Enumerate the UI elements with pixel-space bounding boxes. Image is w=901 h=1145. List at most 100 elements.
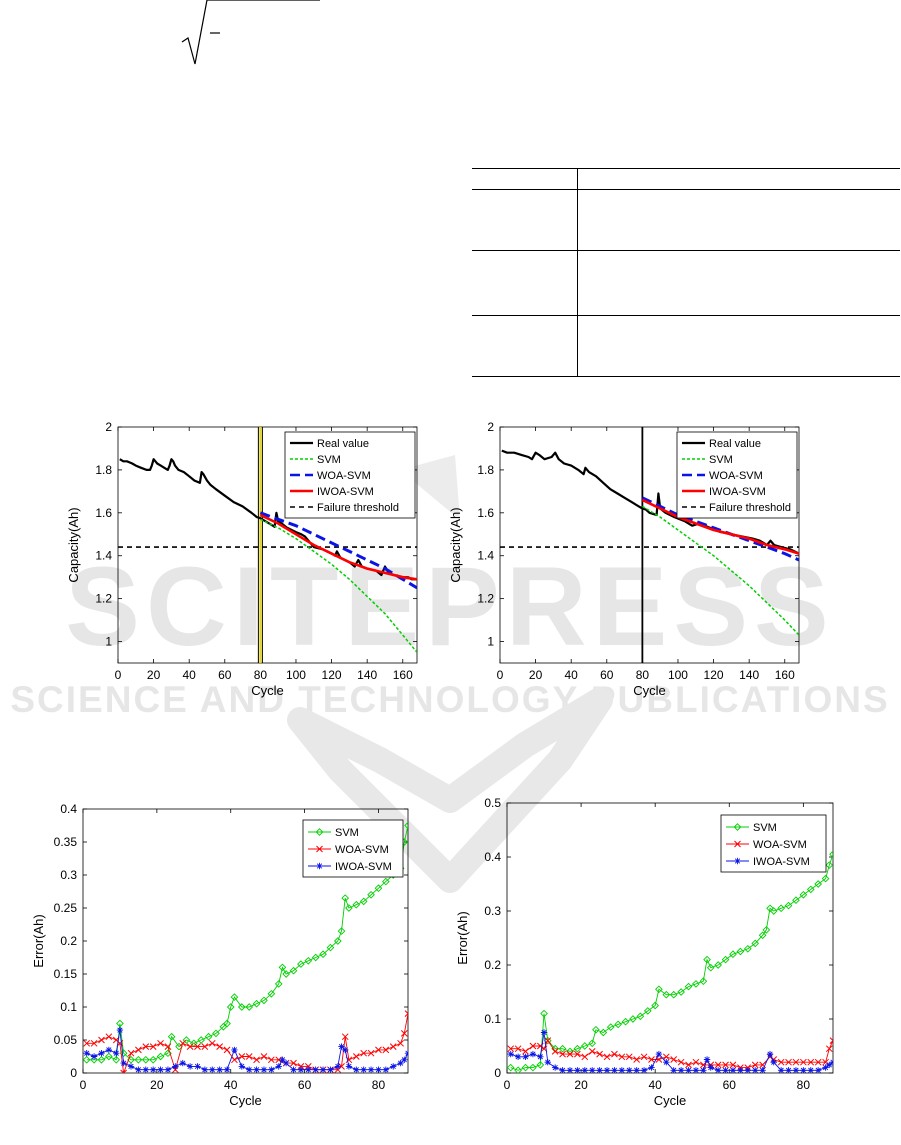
data-point [352,900,361,909]
data-point [157,1039,164,1047]
data-point [800,1067,807,1073]
data-point [157,1066,164,1073]
x-tick-label: 80 [372,1078,386,1092]
data-point [618,1067,626,1073]
data-point [574,1050,581,1058]
data-point [507,1063,515,1072]
data-point [751,1061,759,1069]
y-tick-label: 1.4 [477,549,494,563]
y-tick-label: 2 [105,420,112,434]
x-tick-label: 160 [775,668,795,682]
data-point [382,877,390,886]
data-point [382,1066,390,1073]
data-point [529,1050,537,1058]
data-point [729,1067,737,1073]
data-point [279,1056,286,1063]
data-point [237,1003,246,1011]
y-tick-label: 0.25 [54,901,78,915]
x-tick-label: 60 [218,668,232,682]
data-point [327,1066,334,1073]
x-tick-label: 60 [600,668,614,682]
plot-data [500,427,799,663]
data-point [105,1033,113,1041]
legend-label: WOA-SVM [753,839,807,851]
x-tick-label: 40 [224,1078,238,1092]
data-point [792,896,800,905]
plot-data [507,850,833,1073]
data-point [677,1067,685,1073]
data-point [766,904,774,913]
data-point [685,1061,692,1069]
data-point [589,1067,596,1073]
data-point [769,907,778,915]
data-point [729,1061,737,1069]
data-point [825,1045,833,1053]
data-point [382,1046,390,1054]
data-point [777,904,785,913]
data-point [806,885,815,894]
data-point [238,1063,246,1070]
data-point [231,1046,238,1054]
x-tick-label: 60 [723,1078,737,1092]
data-point [685,1067,692,1073]
data-point [566,1067,574,1073]
table-cell [577,189,900,252]
y-tick-label: 2 [487,420,494,434]
x-tick-label: 0 [497,668,504,682]
y-tick-label: 0.35 [54,835,78,849]
y-tick-label: 1 [487,635,494,649]
parameter-table [472,167,900,378]
data-point [164,1043,172,1050]
legend-label: SVM [335,827,359,839]
data-point [743,944,752,953]
data-point [543,1036,552,1045]
data-point [212,1029,220,1038]
data-point [734,857,741,865]
y-axis-label: Capacity(Ah) [66,507,81,582]
x-axis-label: Cycle [633,683,666,698]
table-cell [472,189,578,252]
data-point [800,1058,807,1066]
data-point [770,1059,777,1066]
data-point [596,1067,603,1073]
data-point [267,1056,275,1064]
data-point [822,1058,829,1066]
legend-label: IWOA-SVM [753,856,810,868]
data-point [404,1050,408,1057]
data-point [345,1063,353,1070]
data-point [98,1036,105,1044]
data-point [574,1067,581,1073]
data-point [337,927,346,935]
data-point [648,1056,655,1063]
plot-area [117,426,418,664]
plot-area [499,426,800,664]
data-point [216,1043,224,1050]
y-tick-label: 0.15 [54,967,78,981]
x-tick-label: 20 [574,1078,588,1092]
y-tick-label: 1.2 [477,592,494,606]
sqrt-equation [181,0,320,65]
data-point [341,1033,349,1041]
data-point [245,1003,254,1011]
data-point [551,1048,559,1055]
y-tick-label: 1 [105,635,112,649]
data-point [766,1050,774,1058]
capacity-chart-left: 0 20 40 60 80 100 120 140 160 1 1.2 1.4 1.6 1.8 2 Cycle… [66,420,418,698]
data-point [606,1023,615,1031]
data-point [142,1066,149,1073]
data-point [297,1066,305,1073]
data-point [253,1066,260,1073]
data-point [784,901,793,910]
data-point [722,1061,729,1069]
data-point [179,1039,187,1047]
data-point [127,1063,135,1070]
data-point [268,1066,275,1073]
data-point [814,1058,822,1066]
data-point [684,982,693,991]
data-point [116,1019,124,1028]
legend-label: IWOA-SVM [335,861,392,873]
data-point [333,937,342,945]
x-tick-label: 0 [115,668,122,682]
data-point [521,1063,530,1072]
y-axis-label: Error(Ah) [456,911,470,964]
